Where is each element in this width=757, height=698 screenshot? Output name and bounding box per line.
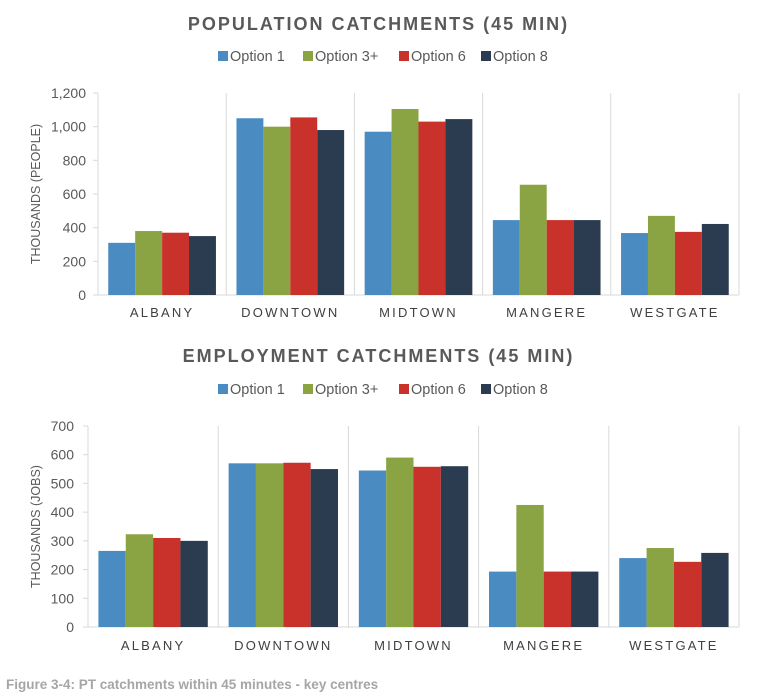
bar-albany-option-6 xyxy=(153,537,181,627)
legend-swatch xyxy=(218,51,228,61)
x-category-label: WESTGATE xyxy=(629,638,719,653)
bar-downtown-option-6 xyxy=(290,117,318,296)
legend-item: Option 6 xyxy=(399,49,466,65)
bar-albany-option-3 xyxy=(135,231,163,295)
y-tick-label: 800 xyxy=(63,152,87,168)
y-tick-label: 100 xyxy=(51,590,75,606)
bar-mangere-option-8 xyxy=(571,571,599,627)
bar-mangere-option-6 xyxy=(546,220,574,295)
legend-label: Option 6 xyxy=(411,382,466,398)
y-tick-label: 200 xyxy=(63,253,87,269)
bar-albany-option-8 xyxy=(180,540,208,627)
legend-swatch xyxy=(303,51,313,61)
population-y-axis-label: THOUSANDS (PEOPLE) xyxy=(29,124,43,264)
bar-midtown-option-8 xyxy=(445,119,473,295)
legend-label: Option 8 xyxy=(493,382,548,398)
legend-swatch xyxy=(399,51,409,61)
bar-midtown-option-6 xyxy=(413,466,441,627)
bar-albany-option-6 xyxy=(162,232,190,295)
legend-item: Option 3+ xyxy=(303,382,378,398)
bar-midtown-option-6 xyxy=(418,121,446,295)
y-tick-label: 700 xyxy=(51,418,75,434)
legend-item: Option 8 xyxy=(481,382,548,398)
x-category-label: ALBANY xyxy=(130,305,195,320)
bar-midtown-option-8 xyxy=(440,466,469,627)
employment-y-axis-label: THOUSANDS (JOBS) xyxy=(29,465,43,588)
legend-label: Option 6 xyxy=(411,49,466,65)
legend-label: Option 1 xyxy=(230,49,285,65)
legend-label: Option 1 xyxy=(230,382,285,398)
x-category-label: MANGERE xyxy=(506,305,587,320)
bar-midtown-option-1 xyxy=(358,470,387,627)
y-tick-label: 1,000 xyxy=(51,119,86,135)
bar-albany-option-8 xyxy=(189,236,216,295)
legend-swatch xyxy=(481,51,491,61)
x-category-label: DOWNTOWN xyxy=(241,305,339,320)
y-tick-label: 500 xyxy=(51,475,75,491)
bar-mangere-option-1 xyxy=(489,571,517,627)
employment-chart: EMPLOYMENT CATCHMENTS (45 MIN)Option 1 Op… xyxy=(29,346,740,653)
y-tick-label: 200 xyxy=(51,562,75,578)
bar-westgate-option-8 xyxy=(701,223,729,295)
employment-chart-title: EMPLOYMENT CATCHMENTS (45 MIN) xyxy=(183,346,575,366)
bar-downtown-option-1 xyxy=(236,118,264,295)
legend-label: Option 3+ xyxy=(315,382,378,398)
bar-westgate-option-8 xyxy=(701,552,729,627)
population-chart: POPULATION CATCHMENTS (45 MIN)Option 1 Op… xyxy=(29,14,740,320)
bar-mangere-option-3 xyxy=(516,504,544,627)
x-category-label: DOWNTOWN xyxy=(234,638,332,653)
bar-mangere-option-1 xyxy=(492,220,520,295)
x-category-label: MIDTOWN xyxy=(379,305,458,320)
y-tick-label: 300 xyxy=(51,533,75,549)
bar-mangere-option-8 xyxy=(573,220,601,295)
population-chart-title: POPULATION CATCHMENTS (45 MIN) xyxy=(188,14,569,34)
bar-westgate-option-6 xyxy=(673,561,702,627)
y-tick-label: 600 xyxy=(63,186,87,202)
bar-midtown-option-1 xyxy=(364,131,392,295)
y-tick-label: 0 xyxy=(78,287,86,303)
population-legend: Option 1 Option 3+ Option 6 Option 8 xyxy=(218,49,548,65)
bar-westgate-option-3 xyxy=(647,215,675,295)
bar-westgate-option-1 xyxy=(619,558,647,627)
x-category-label: MIDTOWN xyxy=(374,638,453,653)
bar-mangere-option-3 xyxy=(519,184,547,295)
bar-albany-option-3 xyxy=(125,534,154,627)
bar-midtown-option-3 xyxy=(391,108,419,295)
x-category-label: WESTGATE xyxy=(630,305,720,320)
legend-swatch xyxy=(218,384,228,394)
y-tick-label: 1,200 xyxy=(51,85,86,101)
bar-albany-option-1 xyxy=(108,242,136,295)
y-tick-label: 400 xyxy=(63,220,87,236)
bar-westgate-option-1 xyxy=(621,233,648,295)
legend-item: Option 3+ xyxy=(303,49,378,65)
legend-label: Option 8 xyxy=(493,49,548,65)
legend-item: Option 6 xyxy=(399,382,466,398)
legend-item: Option 1 xyxy=(218,49,285,65)
bar-midtown-option-3 xyxy=(386,457,414,627)
legend-swatch xyxy=(303,384,313,394)
legend-swatch xyxy=(399,384,409,394)
employment-legend: Option 1 Option 3+ Option 6 Option 8 xyxy=(218,382,548,398)
bar-downtown-option-3 xyxy=(263,126,291,296)
bar-westgate-option-3 xyxy=(646,548,674,627)
bar-downtown-option-8 xyxy=(310,469,338,627)
x-category-label: MANGERE xyxy=(503,638,584,653)
y-tick-label: 600 xyxy=(51,447,75,463)
legend-label: Option 3+ xyxy=(315,49,378,65)
legend-item: Option 8 xyxy=(481,49,548,65)
legend-item: Option 1 xyxy=(218,382,285,398)
bar-westgate-option-6 xyxy=(674,231,702,295)
figure-caption: Figure 3-4: PT catchments within 45 minu… xyxy=(6,677,379,692)
legend-swatch xyxy=(481,384,491,394)
bar-downtown-option-3 xyxy=(255,463,284,627)
bar-albany-option-1 xyxy=(98,550,126,627)
bar-downtown-option-8 xyxy=(317,130,345,295)
y-tick-label: 400 xyxy=(51,504,75,520)
bar-mangere-option-6 xyxy=(543,571,572,627)
bar-downtown-option-1 xyxy=(228,463,256,627)
x-category-label: ALBANY xyxy=(121,638,186,653)
y-tick-label: 0 xyxy=(66,619,74,635)
bar-downtown-option-6 xyxy=(283,462,311,627)
